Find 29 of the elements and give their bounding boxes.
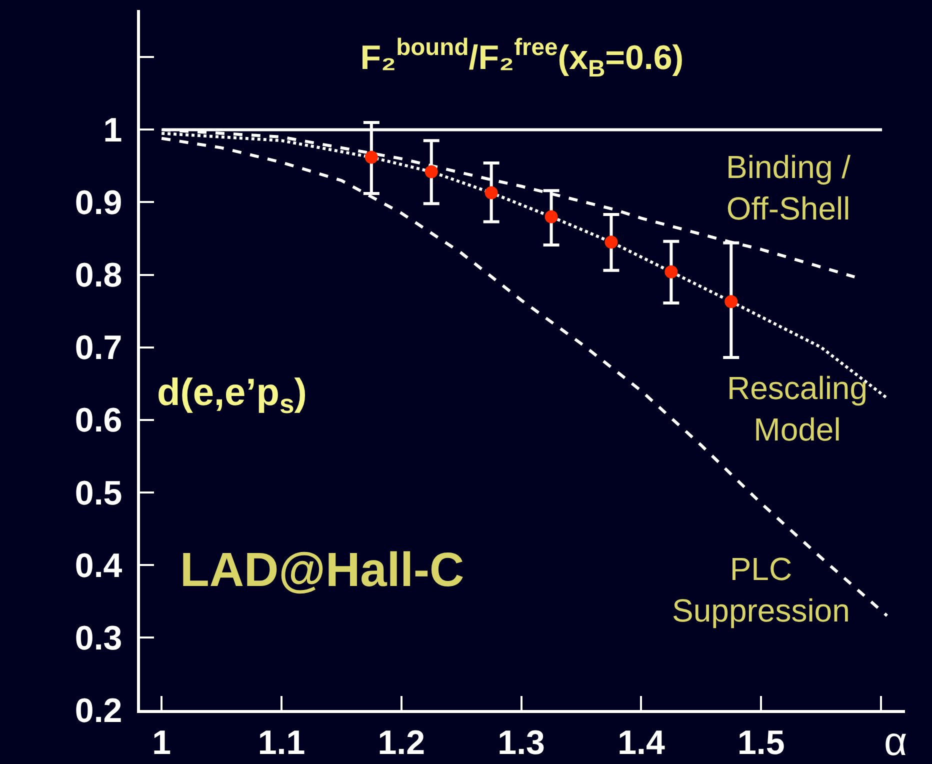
x-tick-label: 1.5 bbox=[737, 724, 785, 762]
y-tick-label: 0.4 bbox=[74, 546, 122, 585]
x-tick-label: 1 bbox=[152, 724, 172, 762]
annotation: LAD@Hall-C bbox=[180, 544, 464, 597]
x-tick-label: 1.3 bbox=[498, 724, 545, 762]
point bbox=[484, 186, 498, 200]
y-tick-label: 0.7 bbox=[74, 329, 122, 368]
y-tick-label: 0.9 bbox=[74, 184, 122, 222]
y-tick-label: 0.6 bbox=[74, 402, 122, 440]
y-tick-label: 0.2 bbox=[74, 692, 122, 730]
y-tick-label: 1 bbox=[103, 112, 122, 150]
point bbox=[724, 295, 738, 308]
point bbox=[544, 210, 558, 224]
x-tick-label: 1.2 bbox=[378, 724, 426, 762]
point bbox=[664, 265, 678, 278]
x-axis-title: α bbox=[884, 720, 908, 764]
x-tick-label: 1.1 bbox=[258, 724, 306, 762]
series-label: Rescaling Model bbox=[727, 370, 868, 448]
point bbox=[364, 150, 378, 164]
series-label: Binding / Off-Shell bbox=[726, 149, 851, 227]
y-tick-label: 0.8 bbox=[74, 256, 122, 295]
point bbox=[424, 165, 438, 178]
y-tick-label: 0.5 bbox=[74, 474, 122, 512]
point bbox=[604, 236, 618, 249]
text: F₂$^{bound}$/F₂$^{free}$(x$_{B}$=0.6) bbox=[360, 34, 684, 82]
annotation: d(e,e’p$_{s}$) bbox=[157, 372, 307, 419]
x-tick-label: 1.4 bbox=[618, 724, 665, 762]
series-label: PLC Suppression bbox=[672, 551, 850, 629]
y-tick-label: 0.3 bbox=[74, 619, 122, 658]
